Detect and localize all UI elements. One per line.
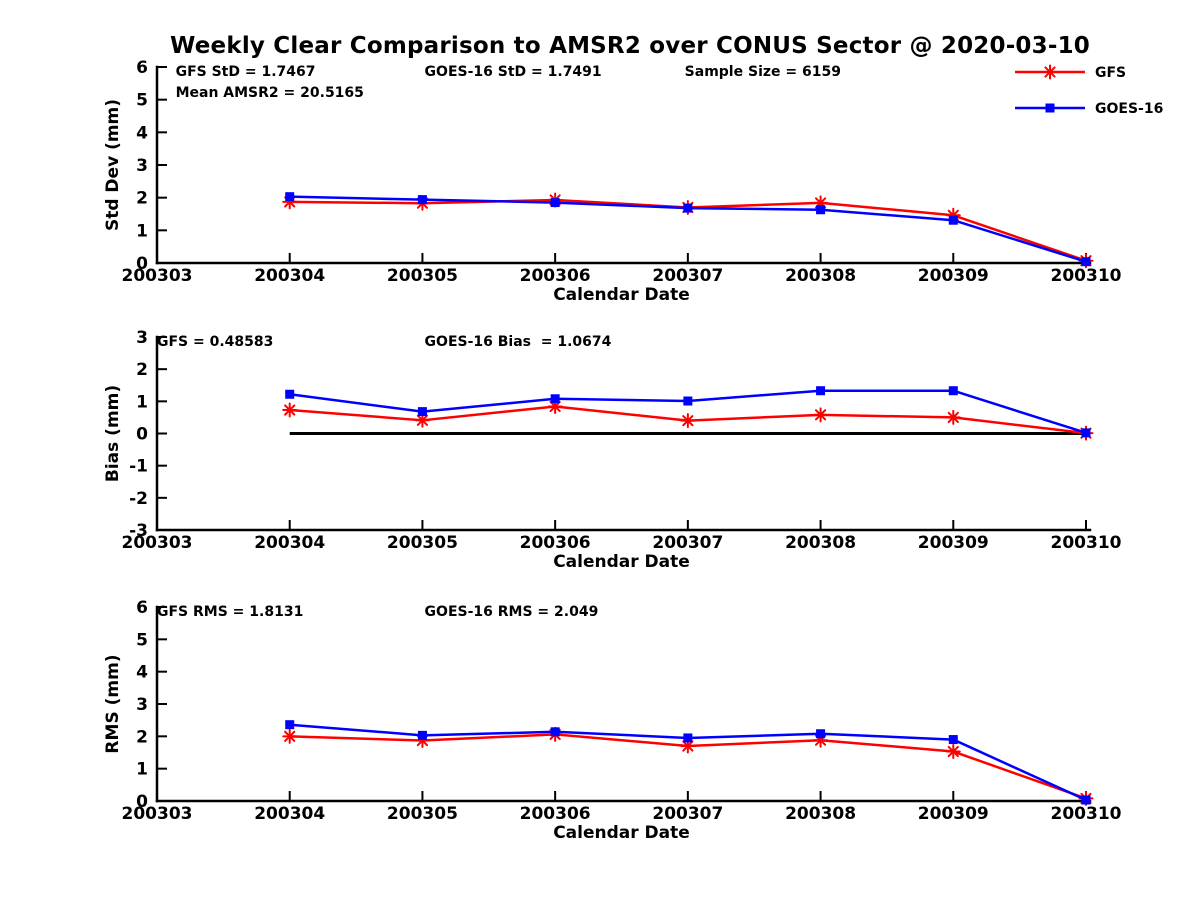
subplot-1: 0 1 2 3 4 5 6 200303 200304 200305 200306 200307 200… bbox=[103, 58, 1122, 305]
asterisk-marker bbox=[282, 728, 298, 744]
y-axis-label: RMS (mm) bbox=[103, 654, 123, 753]
y-tick-label: 2 bbox=[136, 727, 148, 747]
x-tick-label: 200303 bbox=[122, 266, 193, 286]
square-marker bbox=[417, 407, 427, 417]
y-tick-label: 0 bbox=[136, 792, 148, 812]
square-marker bbox=[683, 733, 693, 743]
square-marker bbox=[285, 389, 295, 399]
y-tick-label: 2 bbox=[136, 189, 148, 209]
square-marker bbox=[816, 729, 826, 739]
square-marker bbox=[1081, 795, 1091, 805]
square-marker bbox=[417, 195, 427, 205]
x-tick-label: 200303 bbox=[122, 533, 193, 553]
x-tick-label: 200309 bbox=[918, 804, 989, 824]
asterisk-marker bbox=[680, 413, 696, 429]
square-marker bbox=[948, 215, 958, 225]
y-tick-label: 3 bbox=[136, 156, 148, 176]
x-tick-label: 200307 bbox=[652, 533, 723, 553]
y-axis-label: Std Dev (mm) bbox=[103, 99, 123, 231]
y-tick-label: -3 bbox=[129, 521, 148, 541]
y-tick-label: 5 bbox=[136, 91, 148, 111]
x-axis-label: Calendar Date bbox=[553, 552, 690, 572]
stat-annotation: GOES-16 RMS = 2.049 bbox=[425, 604, 599, 620]
x-tick-label: 200304 bbox=[254, 533, 325, 553]
y-tick-label: 6 bbox=[136, 58, 148, 78]
y-tick-label: 2 bbox=[136, 360, 148, 380]
y-tick-label: -1 bbox=[129, 457, 148, 477]
square-marker bbox=[550, 198, 560, 208]
asterisk-marker bbox=[282, 402, 298, 418]
stat-annotation: GFS RMS = 1.8131 bbox=[157, 604, 303, 620]
x-tick-label: 200308 bbox=[785, 266, 856, 286]
y-tick-label: 3 bbox=[136, 328, 148, 348]
y-tick-label: 4 bbox=[136, 123, 148, 143]
x-axis-label: Calendar Date bbox=[553, 285, 690, 305]
asterisk-marker bbox=[1042, 64, 1058, 80]
y-tick-label: 0 bbox=[136, 254, 148, 274]
square-marker bbox=[417, 730, 427, 740]
x-tick-label: 200305 bbox=[387, 266, 458, 286]
stat-annotation: GFS = 0.48583 bbox=[157, 334, 273, 350]
x-tick-label: 200304 bbox=[254, 804, 325, 824]
x-tick-label: 200310 bbox=[1051, 533, 1122, 553]
square-marker bbox=[1081, 257, 1091, 267]
stat-annotation: Mean AMSR2 = 20.5165 bbox=[176, 85, 364, 101]
asterisk-marker bbox=[813, 407, 829, 423]
x-tick-label: 200305 bbox=[387, 804, 458, 824]
y-tick-label: 5 bbox=[136, 630, 148, 650]
legend-label: GOES-16 bbox=[1095, 101, 1163, 117]
stat-annotation: GOES-16 Bias = 1.0674 bbox=[425, 334, 612, 350]
x-tick-label: 200308 bbox=[785, 533, 856, 553]
square-marker bbox=[816, 205, 826, 215]
square-marker bbox=[683, 396, 693, 406]
legend-entry-GOES-16: GOES-16 bbox=[1015, 101, 1163, 117]
x-tick-label: 200307 bbox=[652, 804, 723, 824]
square-marker bbox=[285, 720, 295, 730]
x-tick-label: 200309 bbox=[918, 533, 989, 553]
y-tick-label: 3 bbox=[136, 695, 148, 715]
x-tick-label: 200310 bbox=[1051, 266, 1122, 286]
x-axis-label: Calendar Date bbox=[553, 823, 690, 843]
y-tick-label: 1 bbox=[136, 392, 148, 412]
x-tick-label: 200310 bbox=[1051, 804, 1122, 824]
x-tick-label: 200304 bbox=[254, 266, 325, 286]
y-tick-label: -2 bbox=[129, 489, 148, 509]
y-axis-label: Bias (mm) bbox=[103, 385, 123, 482]
figure-title: Weekly Clear Comparison to AMSR2 over CO… bbox=[169, 33, 1090, 59]
stat-annotation: Sample Size = 6159 bbox=[685, 64, 841, 80]
square-marker bbox=[948, 386, 958, 396]
square-marker bbox=[816, 386, 826, 396]
square-marker bbox=[285, 192, 295, 202]
legend-label: GFS bbox=[1095, 65, 1126, 81]
y-tick-label: 0 bbox=[136, 425, 148, 445]
asterisk-marker bbox=[680, 738, 696, 754]
x-tick-label: 200306 bbox=[520, 266, 591, 286]
legend-entry-GFS: GFS bbox=[1015, 64, 1126, 81]
asterisk-marker bbox=[945, 744, 961, 760]
y-tick-label: 1 bbox=[136, 760, 148, 780]
square-marker bbox=[1081, 428, 1091, 438]
x-tick-label: 200306 bbox=[520, 533, 591, 553]
x-tick-label: 200308 bbox=[785, 804, 856, 824]
square-marker bbox=[550, 394, 560, 404]
subplot-2: -3 -2 -1 0 1 2 3 200303 200304 200305 200306 200307… bbox=[103, 328, 1122, 572]
x-tick-label: 200307 bbox=[652, 266, 723, 286]
square-marker bbox=[683, 203, 693, 213]
square-marker bbox=[948, 735, 958, 745]
stat-annotation: GOES-16 StD = 1.7491 bbox=[425, 64, 602, 80]
y-tick-label: 4 bbox=[136, 663, 148, 683]
x-tick-label: 200305 bbox=[387, 533, 458, 553]
x-tick-label: 200309 bbox=[918, 266, 989, 286]
stat-annotation: GFS StD = 1.7467 bbox=[176, 64, 316, 80]
x-tick-label: 200303 bbox=[122, 804, 193, 824]
square-marker bbox=[550, 727, 560, 737]
square-marker bbox=[1045, 103, 1055, 113]
y-tick-label: 1 bbox=[136, 221, 148, 241]
x-tick-label: 200306 bbox=[520, 804, 591, 824]
subplot-3: 0 1 2 3 4 5 6 200303 200304 200305 200306 200307 200… bbox=[103, 598, 1122, 843]
asterisk-marker bbox=[945, 409, 961, 425]
y-tick-label: 6 bbox=[136, 598, 148, 618]
